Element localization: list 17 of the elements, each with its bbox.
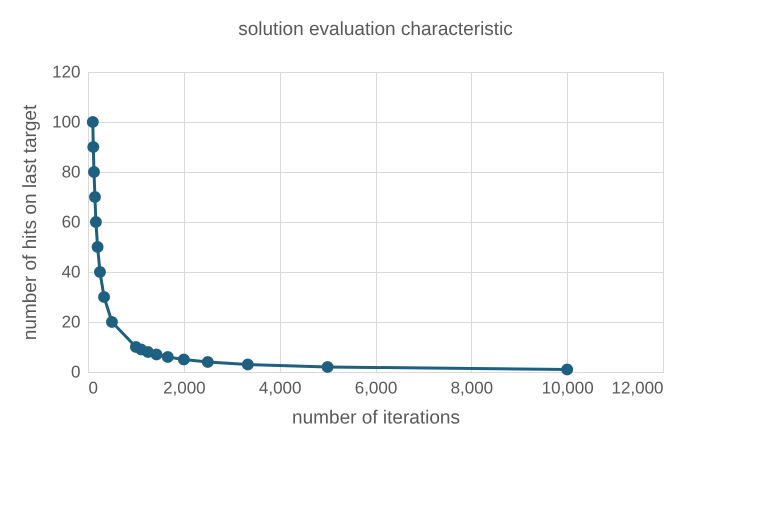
x-tick-label: 0 bbox=[88, 378, 98, 398]
y-axis-title: number of hits on last target bbox=[20, 104, 42, 340]
x-tick-label: 10,000 bbox=[542, 378, 594, 398]
y-tick-label: 80 bbox=[62, 162, 80, 182]
y-tick-label: 60 bbox=[62, 212, 80, 232]
chart-title: solution evaluation characteristic bbox=[238, 19, 513, 40]
x-tick-label: 2,000 bbox=[163, 378, 206, 398]
y-tick-label: 40 bbox=[62, 262, 80, 282]
y-tick-label: 20 bbox=[62, 312, 80, 332]
x-axis-title: number of iterations bbox=[292, 408, 460, 428]
y-tick-label: 100 bbox=[52, 112, 80, 132]
x-tick-label: 12,000 bbox=[612, 378, 664, 398]
y-tick-label: 0 bbox=[71, 362, 80, 382]
y-tick-label: 120 bbox=[52, 62, 80, 82]
x-tick-label: 8,000 bbox=[450, 378, 494, 398]
x-tick-label: 6,000 bbox=[354, 378, 398, 398]
x-tick-label: 4,000 bbox=[258, 378, 302, 398]
